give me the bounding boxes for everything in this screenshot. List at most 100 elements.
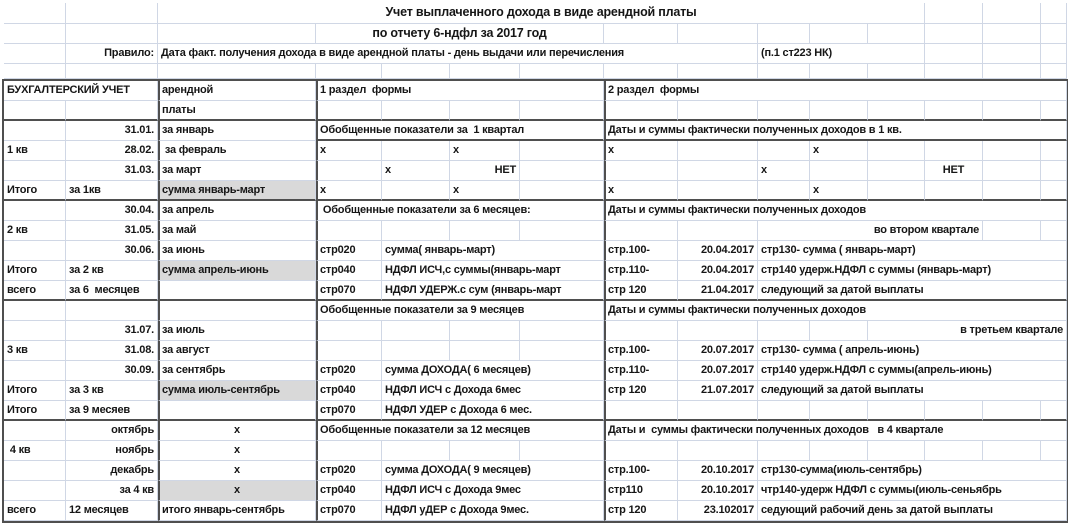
q2-dates-header[interactable]: Даты и суммы фактически полученных доход…: [604, 201, 1067, 221]
cell[interactable]: [678, 24, 758, 44]
cell[interactable]: стр.100-: [604, 461, 678, 481]
cell[interactable]: за июнь: [158, 241, 316, 261]
cell[interactable]: стр.100-: [604, 341, 678, 361]
cell[interactable]: [678, 181, 758, 201]
cell[interactable]: x: [316, 141, 382, 161]
cell[interactable]: [1041, 64, 1067, 79]
m12-summary-header[interactable]: Обобщенные показатели за 12 месяцев: [316, 421, 604, 441]
cell[interactable]: стр110: [604, 481, 678, 501]
cell[interactable]: 20.10.2017: [678, 461, 758, 481]
cell[interactable]: x: [604, 181, 678, 201]
cell[interactable]: [450, 341, 520, 361]
cell[interactable]: [520, 181, 604, 201]
cell[interactable]: [810, 24, 868, 44]
cell[interactable]: [678, 64, 758, 79]
cell[interactable]: стр.110-: [604, 361, 678, 381]
cell[interactable]: 31.08.: [66, 341, 158, 361]
cell[interactable]: [983, 101, 1041, 121]
cell[interactable]: за февраль: [158, 141, 316, 161]
cell[interactable]: 1 кв: [4, 141, 66, 161]
rule-label[interactable]: Правило:: [66, 44, 158, 64]
cell[interactable]: [1041, 141, 1067, 161]
cell[interactable]: [450, 221, 520, 241]
cell[interactable]: стр070: [316, 401, 382, 421]
cell[interactable]: [758, 24, 810, 44]
cell[interactable]: стр.110-: [604, 261, 678, 281]
cell[interactable]: [758, 321, 810, 341]
q1-dates-header[interactable]: Даты и суммы фактически полученных доход…: [604, 121, 1067, 141]
cell[interactable]: [1041, 221, 1067, 241]
cell[interactable]: [983, 44, 1041, 64]
cell[interactable]: [4, 361, 66, 381]
cell[interactable]: [868, 101, 925, 121]
cell[interactable]: [66, 24, 158, 44]
h6-summary-header[interactable]: Обобщенные показатели за 6 месяцев:: [316, 201, 604, 221]
cell[interactable]: x: [604, 141, 678, 161]
cell[interactable]: стр130-сумма(июль-сентябрь): [758, 461, 1067, 481]
cell[interactable]: всего: [4, 281, 66, 301]
cell[interactable]: 31.05.: [66, 221, 158, 241]
cell[interactable]: стр040: [316, 261, 382, 281]
cell[interactable]: НДФЛ ИСЧ,с суммы(январь-март: [382, 261, 604, 281]
cell[interactable]: [4, 64, 66, 79]
cell[interactable]: 31.07.: [66, 321, 158, 341]
cell[interactable]: [316, 221, 382, 241]
cell[interactable]: [925, 181, 983, 201]
cell[interactable]: [810, 441, 868, 461]
cell[interactable]: [1041, 441, 1067, 461]
cell[interactable]: [983, 441, 1041, 461]
header-rent-line2[interactable]: платы: [158, 101, 316, 121]
cell[interactable]: НДФЛ ИСЧ с Дохода 9мес: [382, 481, 604, 501]
cell[interactable]: стр040: [316, 381, 382, 401]
cell[interactable]: [868, 161, 925, 181]
cell[interactable]: [678, 161, 758, 181]
cell[interactable]: за 2 кв: [66, 261, 158, 281]
cell[interactable]: [158, 401, 316, 421]
cell[interactable]: сумма июль-сентябрь: [158, 381, 316, 401]
cell[interactable]: [868, 64, 925, 79]
cell[interactable]: [520, 441, 604, 461]
cell[interactable]: за август: [158, 341, 316, 361]
rule-text[interactable]: Дата факт. получения дохода в виде аренд…: [158, 44, 758, 64]
cell[interactable]: [4, 3, 66, 24]
cell[interactable]: [520, 64, 604, 79]
cell[interactable]: [1041, 44, 1067, 64]
cell[interactable]: [758, 64, 810, 79]
cell[interactable]: [520, 341, 604, 361]
cell[interactable]: 12 месяцев: [66, 501, 158, 521]
cell[interactable]: [520, 141, 604, 161]
cell[interactable]: [1041, 24, 1067, 44]
cell[interactable]: за сентябрь: [158, 361, 316, 381]
cell[interactable]: [520, 321, 604, 341]
cell[interactable]: [382, 141, 450, 161]
cell[interactable]: [604, 221, 678, 241]
cell[interactable]: [810, 401, 868, 421]
cell[interactable]: 31.03.: [66, 161, 158, 181]
cell[interactable]: за январь: [158, 121, 316, 141]
cell[interactable]: [1041, 401, 1067, 421]
cell[interactable]: за 4 кв: [66, 481, 158, 501]
cell[interactable]: 30.09.: [66, 361, 158, 381]
cell[interactable]: сумма апрель-июнь: [158, 261, 316, 281]
section1-header[interactable]: 1 раздел формы: [316, 81, 604, 101]
cell[interactable]: за 3 кв: [66, 381, 158, 401]
cell[interactable]: [450, 441, 520, 461]
cell[interactable]: [1041, 101, 1067, 121]
cell[interactable]: [4, 421, 66, 441]
cell[interactable]: [316, 441, 382, 461]
cell[interactable]: [382, 341, 450, 361]
cell[interactable]: [758, 101, 810, 121]
cell[interactable]: Итого: [4, 261, 66, 281]
cell[interactable]: [1041, 181, 1067, 201]
cell[interactable]: [925, 401, 983, 421]
cell[interactable]: [983, 141, 1041, 161]
cell[interactable]: стр140 удерж.НДФЛ с суммы(апрель-июнь): [758, 361, 1067, 381]
cell[interactable]: [158, 301, 316, 321]
cell[interactable]: 20.07.2017: [678, 341, 758, 361]
cell[interactable]: 28.02.: [66, 141, 158, 161]
cell[interactable]: [983, 221, 1041, 241]
cell[interactable]: стр130- сумма ( январь-март): [758, 241, 1067, 261]
cell[interactable]: [925, 24, 983, 44]
cell[interactable]: [868, 401, 925, 421]
cell[interactable]: сумма январь-март: [158, 181, 316, 201]
